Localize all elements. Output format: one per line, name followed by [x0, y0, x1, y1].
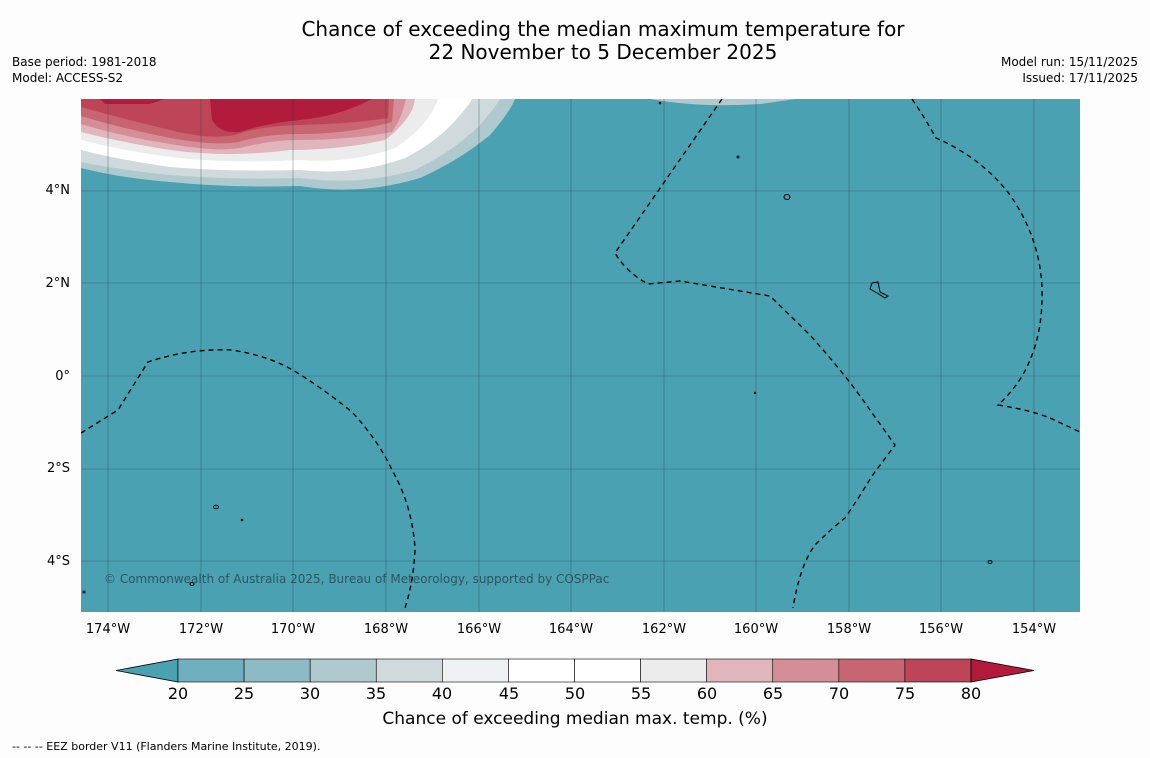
copyright-notice: © Commonwealth of Australia 2025, Bureau… — [104, 572, 610, 586]
cb-tick-35: 35 — [365, 684, 387, 703]
colorbar-segment — [375, 658, 443, 683]
lon-label-160w: 160°W — [733, 622, 779, 637]
lat-label-4s: 4°S — [46, 554, 70, 569]
colorbar-segment — [243, 658, 311, 683]
cb-tick-45: 45 — [498, 684, 520, 703]
eez-borders — [81, 99, 1080, 609]
map-title: Chance of exceeding the median maximum t… — [0, 18, 1150, 64]
lon-label-162w: 162°W — [641, 622, 687, 637]
cb-tick-20: 20 — [167, 684, 189, 703]
lon-label-166w: 166°W — [456, 622, 502, 637]
colorbar-extend-high — [970, 658, 1035, 683]
cb-tick-30: 30 — [299, 684, 321, 703]
base-period: Base period: 1981-2018 — [12, 55, 157, 69]
eez-legend: -- -- -- EEZ border V11 (Flanders Marine… — [12, 740, 321, 753]
colorbar-segment — [904, 658, 972, 683]
colorbar-segment — [706, 658, 774, 683]
cb-tick-55: 55 — [630, 684, 652, 703]
colorbar-segment — [309, 658, 377, 683]
issued-date: Issued: 17/11/2025 — [1022, 71, 1138, 85]
islands — [82, 101, 993, 594]
colorbar-segment — [640, 658, 707, 683]
title-line-2: 22 November to 5 December 2025 — [428, 40, 778, 64]
colorbar-segment — [838, 658, 906, 683]
lon-label-164w: 164°W — [548, 622, 594, 637]
lon-label-154w: 154°W — [1011, 622, 1057, 637]
warm-anomaly-region — [81, 99, 795, 190]
cb-tick-75: 75 — [894, 684, 916, 703]
lon-label-156w: 156°W — [918, 622, 964, 637]
colorbar-segment — [508, 658, 575, 683]
graticule — [81, 99, 1080, 612]
colorbar-segment — [442, 658, 509, 683]
colorbar-title: Chance of exceeding median max. temp. (%… — [382, 709, 768, 729]
cb-tick-80: 80 — [960, 684, 982, 703]
lat-label-4n: 4°N — [45, 183, 71, 198]
cb-tick-50: 50 — [564, 684, 586, 703]
lon-label-170w: 170°W — [270, 622, 316, 637]
lat-label-0: 0° — [55, 369, 70, 384]
cb-tick-25: 25 — [233, 684, 255, 703]
lon-label-174w: 174°W — [85, 622, 131, 637]
lat-label-2s: 2°S — [46, 461, 70, 476]
lon-label-158w: 158°W — [826, 622, 872, 637]
lon-label-172w: 172°W — [178, 622, 224, 637]
cb-tick-65: 65 — [762, 684, 784, 703]
model-run: Model run: 15/11/2025 — [1000, 55, 1138, 69]
cb-tick-40: 40 — [431, 684, 453, 703]
colorbar-segment — [574, 658, 641, 683]
colorbar-segment — [772, 658, 840, 683]
meta-right: Model run: 15/11/2025 Issued: 17/11/2025 — [1001, 54, 1138, 86]
cb-tick-60: 60 — [696, 684, 718, 703]
cb-tick-70: 70 — [828, 684, 850, 703]
colorbar-extend-low — [115, 658, 179, 683]
lon-label-168w: 168°W — [363, 622, 409, 637]
title-line-1: Chance of exceeding the median maximum t… — [301, 17, 905, 41]
colorbar-segment — [177, 658, 245, 683]
lat-label-2n: 2°N — [45, 276, 71, 291]
model-name: Model: ACCESS-S2 — [12, 71, 124, 85]
meta-left: Base period: 1981-2018 Model: ACCESS-S2 — [12, 54, 157, 86]
